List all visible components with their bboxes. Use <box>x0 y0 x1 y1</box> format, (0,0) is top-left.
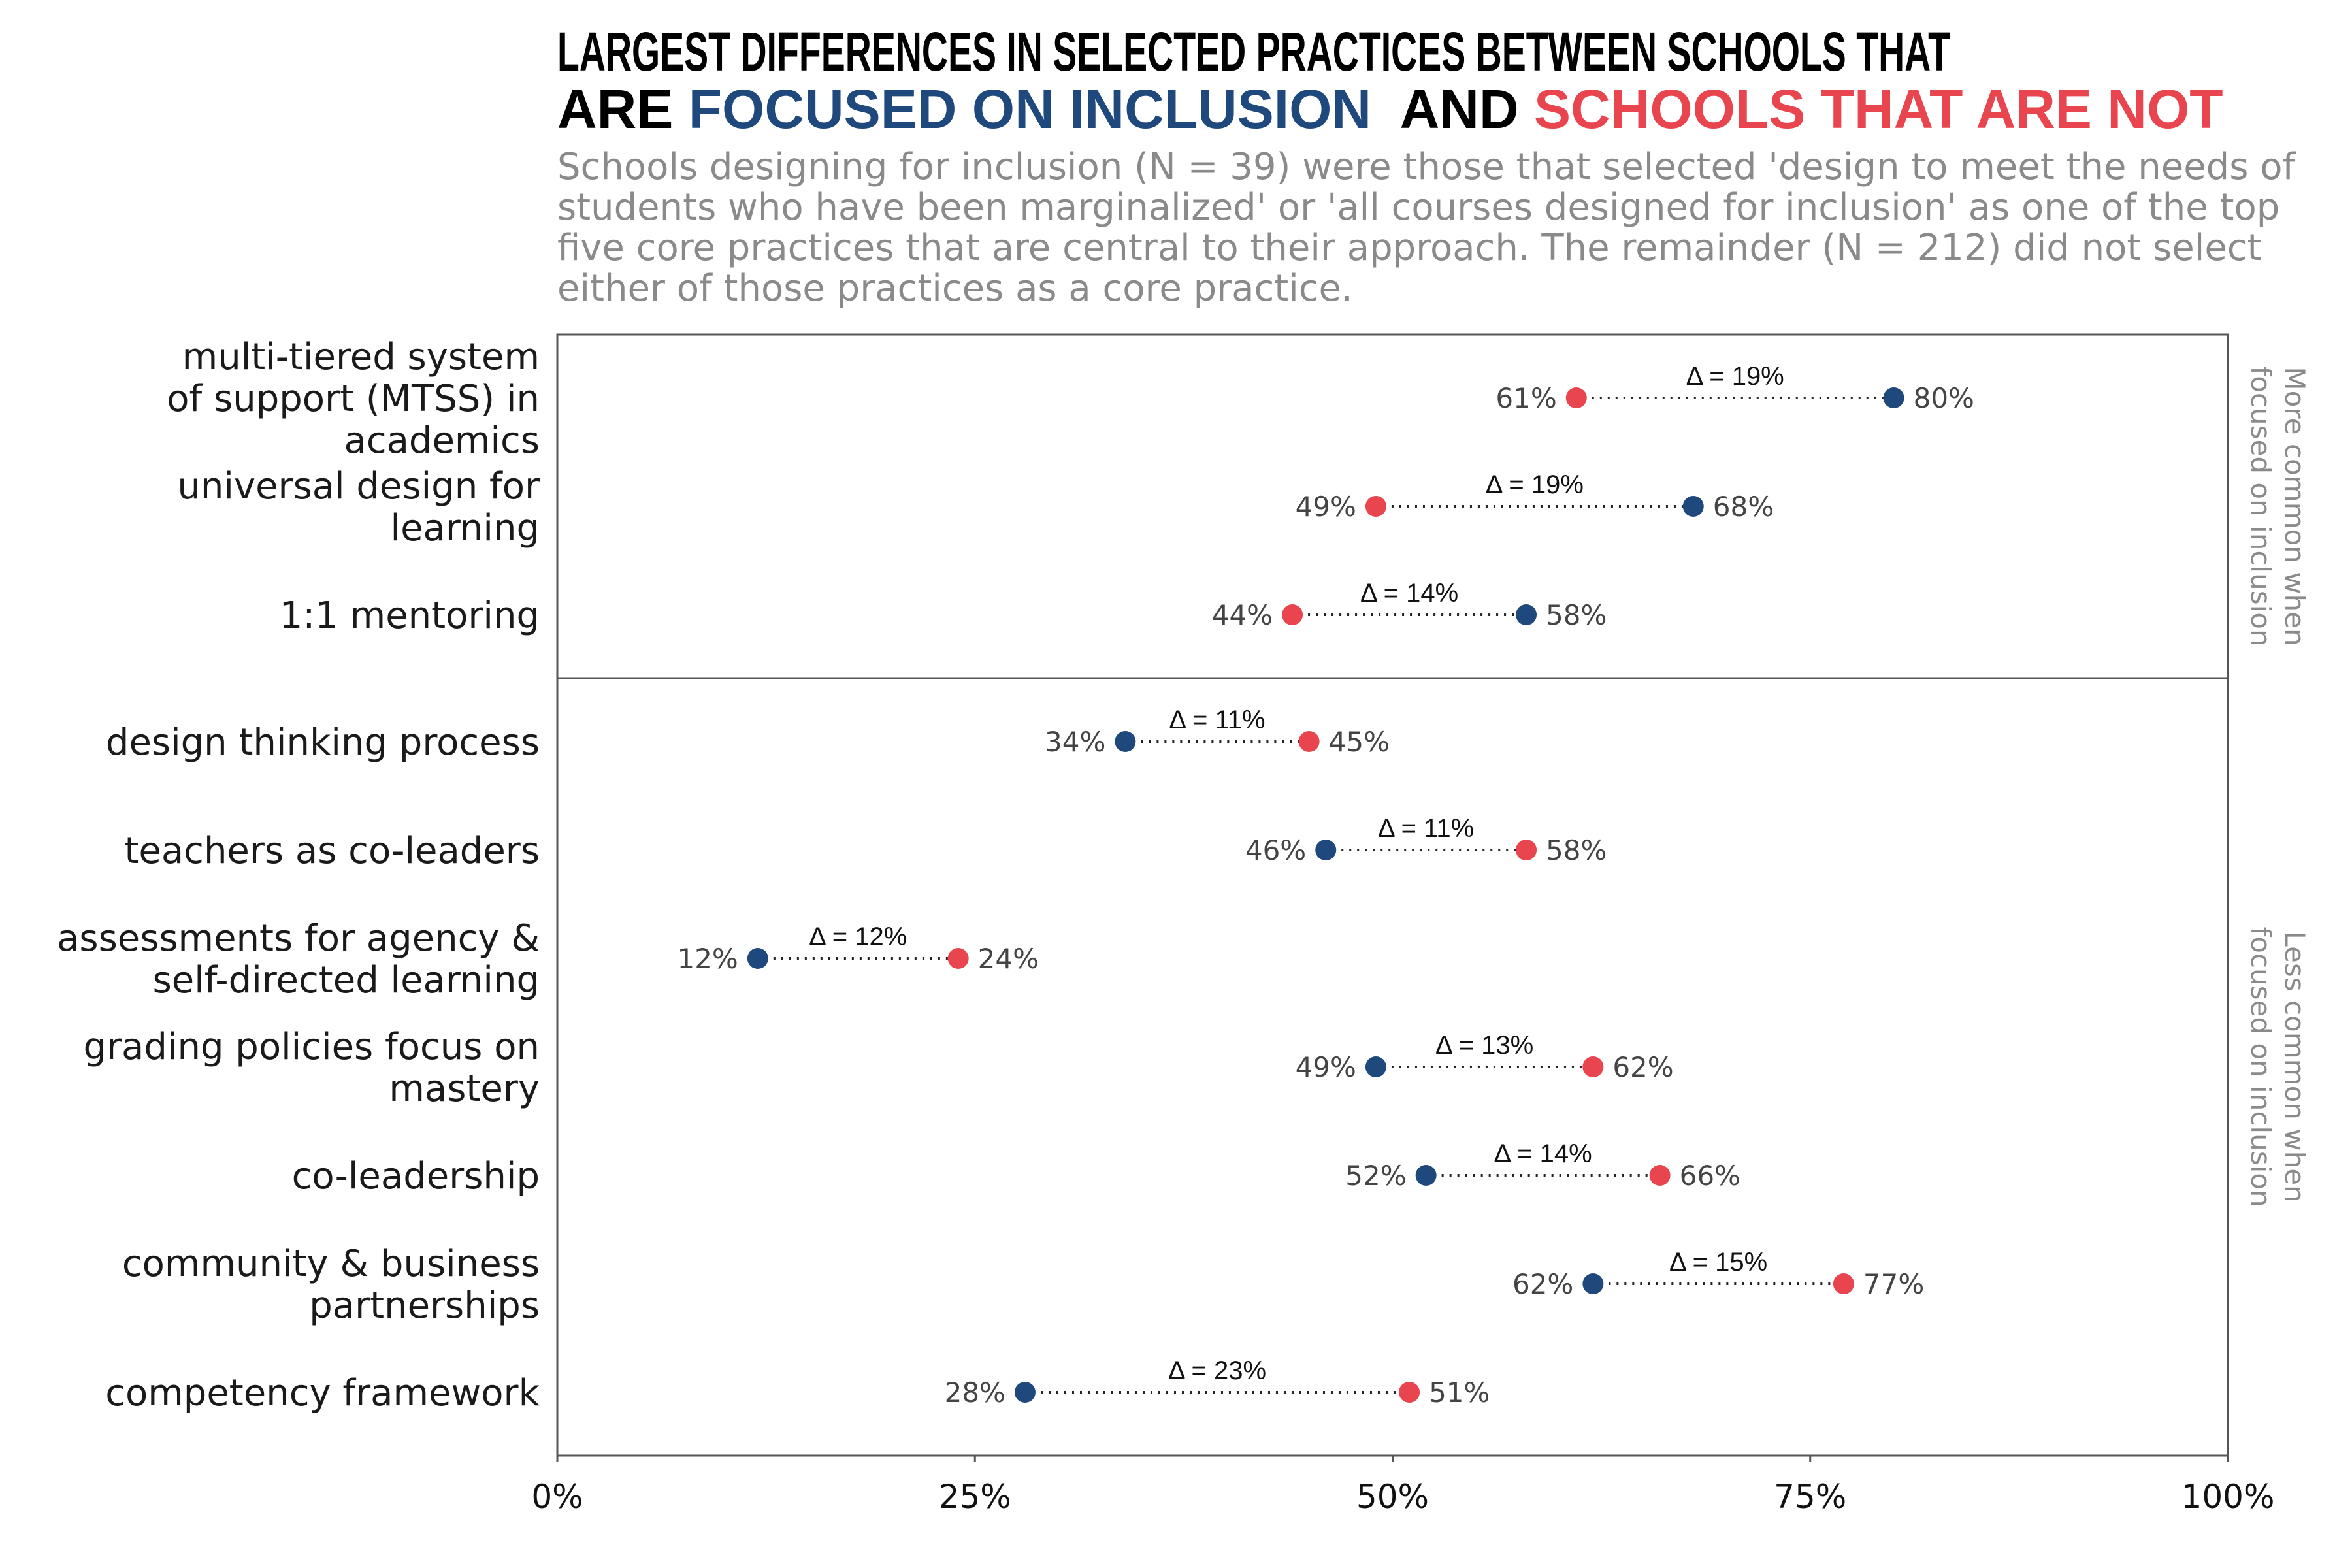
subtitle-line: five core practices that are central to … <box>557 227 2262 269</box>
dumbbell-row: teachers as co-leaders 46% 58% Δ = 11% <box>124 814 1607 872</box>
inclusion-point <box>1516 604 1537 625</box>
not-inclusion-point <box>1833 1273 1854 1294</box>
dumbbell-row: design thinking process 34% 45% Δ = 11% <box>106 706 1390 764</box>
dumbbell-row: assessments for agency & self-directed le… <box>57 917 1039 1002</box>
dumbbell-row: multi-tiered system of support (MTSS) in a… <box>167 336 1974 462</box>
dumbbell-row: 1:1 mentoring 44% 58% Δ = 14% <box>280 579 1607 637</box>
delta-label: Δ = 19% <box>1686 362 1784 391</box>
not-inclusion-value-label: 49% <box>1296 491 1356 523</box>
inclusion-value-label: 49% <box>1296 1051 1356 1083</box>
chart-title-line1: LARGEST DIFFERENCES IN SELECTED PRACTICE… <box>557 21 1950 82</box>
inclusion-value-label: 62% <box>1512 1268 1573 1300</box>
not-inclusion-value-label: 77% <box>1863 1268 1924 1300</box>
x-axis: 0% 25% 50% 75% 100% <box>531 1456 2274 1516</box>
delta-label: Δ = 14% <box>1494 1139 1592 1168</box>
delta-label: Δ = 23% <box>1168 1356 1266 1385</box>
delta-label: Δ = 12% <box>809 923 907 951</box>
inclusion-point <box>1415 1165 1437 1186</box>
category-label: design thinking process <box>106 721 540 764</box>
category-label: co-leadership <box>292 1155 540 1198</box>
not-inclusion-value-label: 44% <box>1212 599 1273 631</box>
category-label: 1:1 mentoring <box>280 595 540 637</box>
delta-label: Δ = 13% <box>1435 1031 1533 1060</box>
not-inclusion-point <box>1649 1165 1671 1186</box>
x-tick-label: 75% <box>1774 1478 1846 1516</box>
delta-label: Δ = 14% <box>1360 579 1458 608</box>
inclusion-value-label: 52% <box>1345 1160 1406 1192</box>
title-prefix: ARE <box>557 78 689 140</box>
inclusion-value-label: 28% <box>945 1377 1005 1409</box>
inclusion-point <box>747 948 768 969</box>
not-inclusion-value-label: 62% <box>1612 1051 1673 1083</box>
delta-label: Δ = 11% <box>1169 706 1265 734</box>
category-label: assessments for agency & self-directed le… <box>57 917 540 1002</box>
not-inclusion-value-label: 24% <box>978 943 1039 975</box>
inclusion-point <box>1014 1382 1036 1403</box>
category-label: competency framework <box>105 1372 540 1414</box>
not-inclusion-value-label: 45% <box>1329 726 1390 758</box>
category-label: multi-tiered system of support (MTSS) in a… <box>167 336 540 462</box>
facet-panel: More common whenfocused on inclusion mult… <box>167 333 2311 679</box>
not-inclusion-point <box>947 948 969 969</box>
delta-label: Δ = 15% <box>1669 1248 1767 1277</box>
not-inclusion-point <box>1282 604 1303 625</box>
facet-label: More common whenfocused on inclusion <box>2245 366 2311 646</box>
facet-panel: Less common whenfocused on inclusion desi… <box>57 677 2311 1457</box>
title-mid: AND <box>1371 78 1534 140</box>
dumbbell-row: community & business partnerships 62% 77% Δ … <box>122 1243 1924 1327</box>
inclusion-point <box>1582 1273 1604 1294</box>
inclusion-point <box>1883 387 1904 408</box>
not-inclusion-point <box>1298 731 1320 752</box>
facet-label: Less common whenfocused on inclusion <box>2245 926 2311 1207</box>
category-label: universal design for learning <box>177 465 540 549</box>
inclusion-point <box>1682 496 1704 517</box>
category-label: grading policies focus on mastery <box>83 1026 540 1110</box>
not-inclusion-value-label: 61% <box>1495 382 1556 414</box>
not-inclusion-value-label: 51% <box>1429 1377 1490 1409</box>
not-inclusion-point <box>1365 496 1386 517</box>
x-tick-label: 100% <box>2181 1478 2275 1516</box>
title-not-highlight: SCHOOLS THAT ARE NOT <box>1534 78 2223 140</box>
category-label: community & business partnerships <box>122 1243 540 1327</box>
delta-label: Δ = 11% <box>1378 814 1474 843</box>
dumbbell-row: co-leadership 52% 66% Δ = 14% <box>292 1139 1740 1198</box>
delta-label: Δ = 19% <box>1486 470 1584 499</box>
not-inclusion-value-label: 58% <box>1546 834 1607 866</box>
inclusion-point <box>1115 731 1136 752</box>
not-inclusion-point <box>1582 1056 1604 1077</box>
not-inclusion-value-label: 66% <box>1680 1160 1740 1192</box>
chart-subtitle: Schools designing for inclusion (N = 39)… <box>557 146 2296 310</box>
inclusion-value-label: 34% <box>1045 726 1105 758</box>
x-tick-label: 0% <box>531 1478 583 1516</box>
inclusion-point <box>1365 1056 1386 1077</box>
chart-panels: More common whenfocused on inclusion mult… <box>57 333 2311 1457</box>
dumbbell-row: competency framework 28% 51% Δ = 23% <box>105 1356 1490 1414</box>
category-label: teachers as co-leaders <box>124 830 540 872</box>
inclusion-value-label: 68% <box>1713 491 1774 523</box>
not-inclusion-point <box>1565 387 1587 408</box>
dumbbell-row: universal design for learning 49% 68% Δ = 19… <box>177 465 1774 549</box>
inclusion-value-label: 58% <box>1546 599 1607 631</box>
dumbbell-row: grading policies focus on mastery 49% 62% Δ … <box>83 1026 1673 1110</box>
x-tick-label: 25% <box>939 1478 1011 1516</box>
not-inclusion-point <box>1399 1382 1420 1403</box>
subtitle-line: either of those practices as a core prac… <box>557 267 1353 310</box>
inclusion-point <box>1315 840 1337 860</box>
inclusion-value-label: 46% <box>1245 834 1306 866</box>
subtitle-line: Schools designing for inclusion (N = 39)… <box>557 146 2296 188</box>
x-tick-label: 50% <box>1356 1478 1429 1516</box>
not-inclusion-point <box>1516 840 1537 860</box>
chart-title-line2: ARE FOCUSED ON INCLUSION AND SCHOOLS THA… <box>557 78 2223 140</box>
title-inclusion-highlight: FOCUSED ON INCLUSION <box>689 78 1371 140</box>
inclusion-value-label: 80% <box>1914 382 1974 414</box>
subtitle-line: students who have been marginalized' or … <box>557 186 2279 229</box>
inclusion-value-label: 12% <box>677 943 738 975</box>
